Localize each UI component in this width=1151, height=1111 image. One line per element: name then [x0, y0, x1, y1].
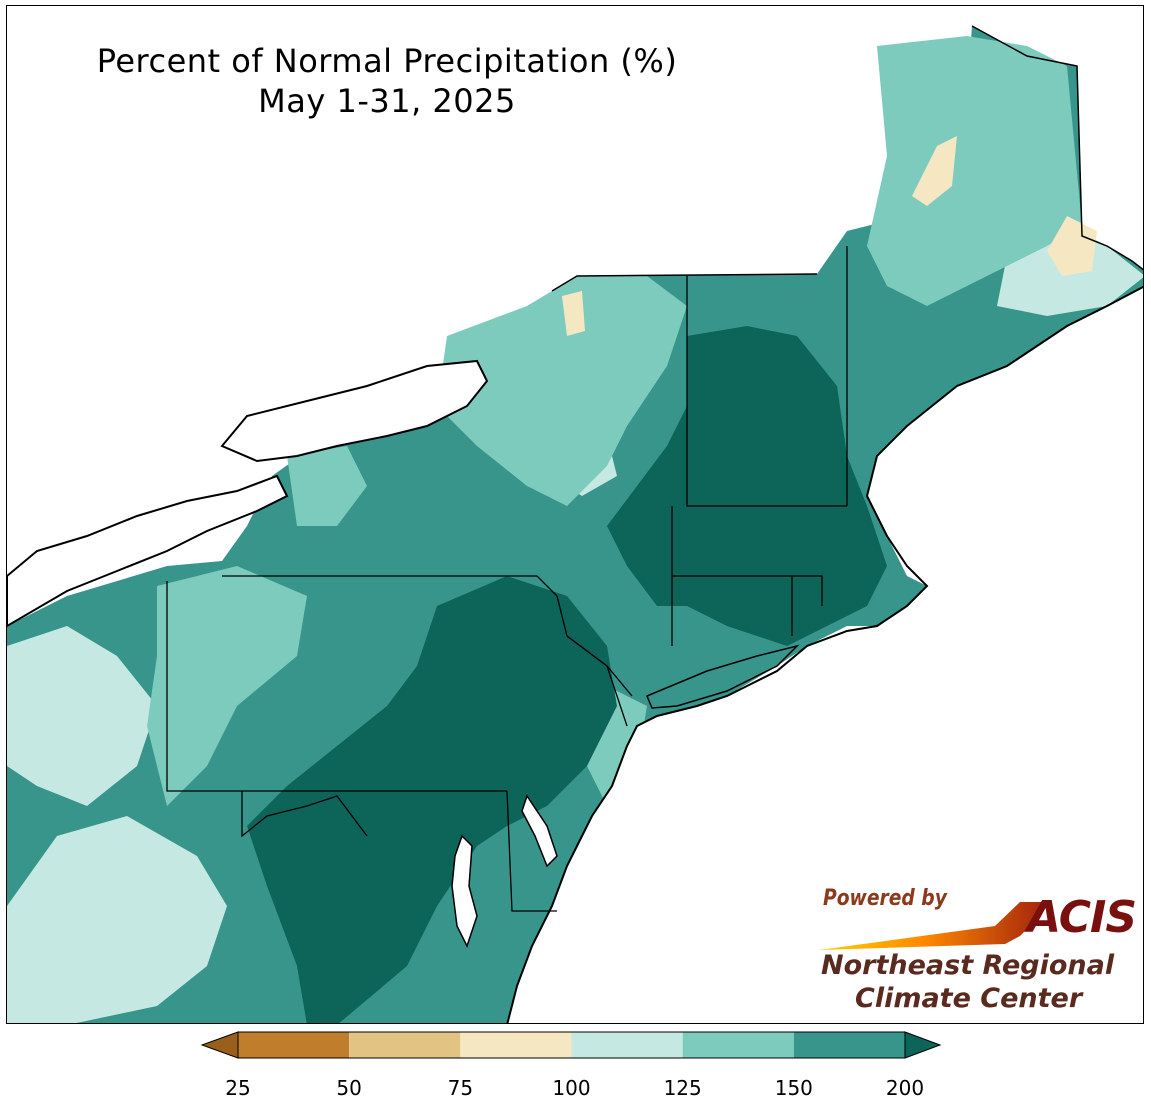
legend-bin [460, 1032, 572, 1058]
logo-acis-text: ACIS [1027, 892, 1137, 943]
legend-tick-label: 125 [663, 1076, 702, 1100]
above-normal-region [867, 36, 1082, 306]
legend-colorbar [200, 1031, 942, 1059]
legend-bin [349, 1032, 461, 1058]
long-island [646, 644, 800, 709]
legend-tick-label: 200 [885, 1076, 925, 1100]
logo-org-name-line1: Northeast Regional [821, 950, 1115, 981]
legend-bin [682, 1032, 794, 1058]
near-normal-region [7, 816, 227, 1023]
legend-tick-label: 100 [552, 1076, 591, 1100]
legend-tick-label: 75 [447, 1076, 474, 1100]
legend-tick-label: 50 [336, 1076, 362, 1100]
above-normal-region [437, 276, 687, 506]
above-normal-region [287, 446, 367, 526]
legend-over-arrow [904, 1031, 942, 1059]
land-region [7, 26, 1143, 1023]
lake-erie [7, 474, 289, 628]
chesapeake-bay [451, 834, 478, 948]
above-normal-region [147, 566, 307, 806]
near-normal-region [7, 626, 157, 806]
logo-org-name-line2: Climate Center [855, 983, 1083, 1014]
legend-bin [238, 1032, 350, 1058]
acis-logo: Powered by ACIS Northeast Regional Clima… [815, 886, 1137, 1016]
delaware-bay [521, 794, 558, 868]
very-high-region [287, 816, 367, 946]
map-title: Percent of Normal Precipitation (%) [96, 42, 678, 80]
very-high-region [607, 326, 887, 646]
state-boundaries [166, 246, 848, 912]
map-subtitle-date-range: May 1-31, 2025 [258, 82, 516, 120]
legend-under-arrow [200, 1031, 239, 1059]
legend-tick-label: 150 [774, 1076, 813, 1100]
map-frame: Percent of Normal Precipitation (%) May … [6, 5, 1144, 1024]
logo-swoosh-icon [819, 902, 1050, 950]
legend-tick-label: 25 [225, 1076, 251, 1100]
lake-ontario [220, 359, 489, 463]
ocean [506, 285, 1143, 1023]
legend-bin [571, 1032, 683, 1058]
coastline [551, 273, 818, 292]
below-normal-patch [912, 136, 957, 206]
precipitation-map [7, 25, 1143, 1023]
below-normal-patch [1047, 216, 1097, 276]
coastline [971, 25, 1143, 271]
legend-bin [793, 1032, 905, 1058]
below-normal-patch [562, 291, 585, 336]
logo-powered-by: Powered by [823, 886, 947, 911]
